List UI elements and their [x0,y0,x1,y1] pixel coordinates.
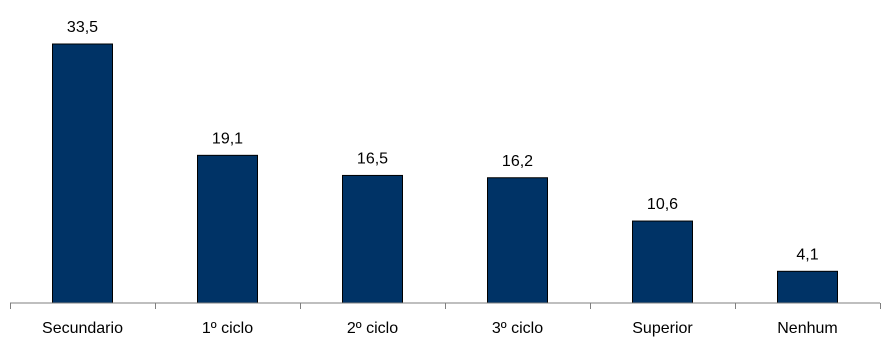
bars-group [52,43,838,304]
value-labels-group: 33,5 19,1 16,5 16,2 10,6 4,1 [67,19,819,263]
value-label: 4,1 [796,246,818,263]
value-label: 16,2 [502,153,533,170]
value-label: 33,5 [67,19,98,36]
bar [197,154,258,304]
category-label: 1º ciclo [202,320,253,337]
bar [52,43,113,304]
category-label: Nenhum [777,320,837,337]
category-label: 2º ciclo [347,320,398,337]
value-label: 16,5 [357,150,388,167]
category-label: 3º ciclo [492,320,543,337]
bar [487,177,548,304]
category-label: Superior [632,320,693,337]
x-axis-ticks [10,303,881,309]
category-label: Secundario [42,320,123,337]
bar [342,174,403,304]
value-label: 10,6 [647,196,678,213]
bar [777,270,838,304]
category-labels-group: Secundario 1º ciclo 2º ciclo 3º ciclo Superi… [42,320,838,337]
bar [632,220,693,304]
value-label: 19,1 [212,130,243,147]
